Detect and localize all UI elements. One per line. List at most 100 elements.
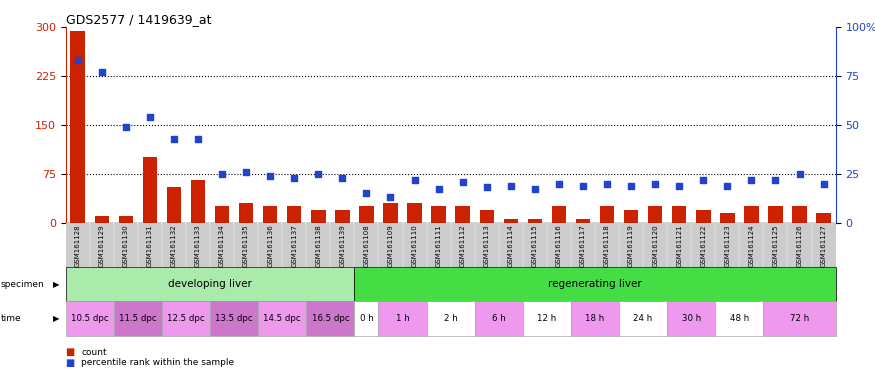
Text: GSM161139: GSM161139 (340, 225, 346, 267)
Point (672, 182, 686, 189)
Bar (720, 213, 735, 223)
Point (552, 180, 566, 187)
Point (287, 175, 301, 181)
Text: GSM161121: GSM161121 (676, 225, 682, 267)
Text: GSM161109: GSM161109 (388, 225, 394, 267)
Point (648, 180, 662, 187)
Text: 16.5 dpc: 16.5 dpc (312, 314, 349, 323)
Point (119, 124, 133, 130)
Text: GSM161126: GSM161126 (796, 225, 802, 267)
Point (167, 136, 181, 142)
Bar (793, 207, 807, 223)
Text: GSM161129: GSM161129 (99, 225, 105, 267)
Point (143, 114, 157, 120)
Text: GSM161122: GSM161122 (700, 225, 706, 267)
Text: time: time (1, 314, 22, 323)
Text: ▶: ▶ (53, 280, 60, 289)
Point (768, 177, 782, 183)
Point (600, 180, 614, 187)
Bar (456, 207, 470, 223)
Text: GSM161132: GSM161132 (171, 225, 177, 267)
Bar (696, 210, 710, 223)
Text: GSM161133: GSM161133 (195, 225, 201, 267)
Bar (552, 207, 566, 223)
Text: 11.5 dpc: 11.5 dpc (119, 314, 157, 323)
Text: GSM161134: GSM161134 (219, 225, 225, 267)
Text: GDS2577 / 1419639_at: GDS2577 / 1419639_at (66, 13, 211, 26)
Bar (528, 220, 542, 223)
Bar (191, 180, 206, 223)
Text: GSM161128: GSM161128 (74, 225, 80, 267)
Text: GSM161116: GSM161116 (556, 225, 562, 267)
Bar (383, 203, 397, 223)
Text: GSM161130: GSM161130 (123, 225, 129, 267)
Text: GSM161118: GSM161118 (604, 225, 610, 267)
Bar (576, 220, 591, 223)
Bar (239, 203, 254, 223)
Bar (263, 207, 277, 223)
Text: 0 h: 0 h (360, 314, 374, 323)
Point (576, 182, 590, 189)
Text: GSM161110: GSM161110 (411, 225, 417, 267)
Text: GSM161120: GSM161120 (652, 225, 658, 267)
Text: GSM161125: GSM161125 (773, 225, 779, 267)
Bar (312, 210, 326, 223)
Bar (624, 210, 639, 223)
Text: 12 h: 12 h (537, 314, 556, 323)
Bar (408, 203, 422, 223)
Text: count: count (81, 348, 107, 357)
Point (312, 170, 326, 177)
Point (624, 182, 638, 189)
Text: GSM161115: GSM161115 (532, 225, 538, 267)
Bar (816, 213, 831, 223)
Bar (768, 207, 783, 223)
Text: GSM161127: GSM161127 (821, 225, 827, 267)
Text: GSM161135: GSM161135 (243, 225, 249, 267)
Point (71, 57, 85, 63)
Text: GSM161113: GSM161113 (484, 225, 490, 267)
Bar (119, 216, 133, 223)
Point (816, 180, 830, 187)
Point (793, 170, 807, 177)
Text: GSM161131: GSM161131 (147, 225, 153, 267)
Bar (648, 207, 662, 223)
Text: ■: ■ (66, 347, 75, 357)
Bar (480, 210, 494, 223)
Text: 30 h: 30 h (682, 314, 701, 323)
Point (431, 186, 445, 192)
Point (745, 177, 759, 183)
Point (191, 136, 205, 142)
Text: GSM161111: GSM161111 (436, 225, 442, 267)
Point (239, 169, 253, 175)
Text: GSM161112: GSM161112 (459, 225, 466, 267)
Point (480, 184, 494, 190)
Point (94, 69, 108, 75)
Bar (71, 31, 85, 223)
Bar (215, 207, 229, 223)
Text: GSM161137: GSM161137 (291, 225, 298, 267)
Bar (94, 216, 109, 223)
Text: 10.5 dpc: 10.5 dpc (71, 314, 108, 323)
Point (383, 194, 397, 200)
Bar (143, 157, 158, 223)
Bar (745, 207, 759, 223)
Bar (504, 220, 518, 223)
Bar (335, 210, 350, 223)
Text: regenerating liver: regenerating liver (548, 279, 642, 289)
Text: specimen: specimen (1, 280, 45, 289)
Text: ▶: ▶ (53, 314, 60, 323)
Bar (672, 207, 687, 223)
Text: 13.5 dpc: 13.5 dpc (215, 314, 253, 323)
Text: GSM161123: GSM161123 (724, 225, 731, 267)
Text: GSM161114: GSM161114 (507, 225, 514, 267)
Text: 12.5 dpc: 12.5 dpc (167, 314, 205, 323)
Text: GSM161117: GSM161117 (580, 225, 586, 267)
Text: percentile rank within the sample: percentile rank within the sample (81, 358, 235, 367)
Text: GSM161136: GSM161136 (267, 225, 273, 267)
Point (528, 186, 542, 192)
Point (215, 170, 229, 177)
Point (335, 175, 349, 181)
Text: 72 h: 72 h (790, 314, 809, 323)
Text: ■: ■ (66, 358, 75, 368)
Bar (431, 207, 446, 223)
